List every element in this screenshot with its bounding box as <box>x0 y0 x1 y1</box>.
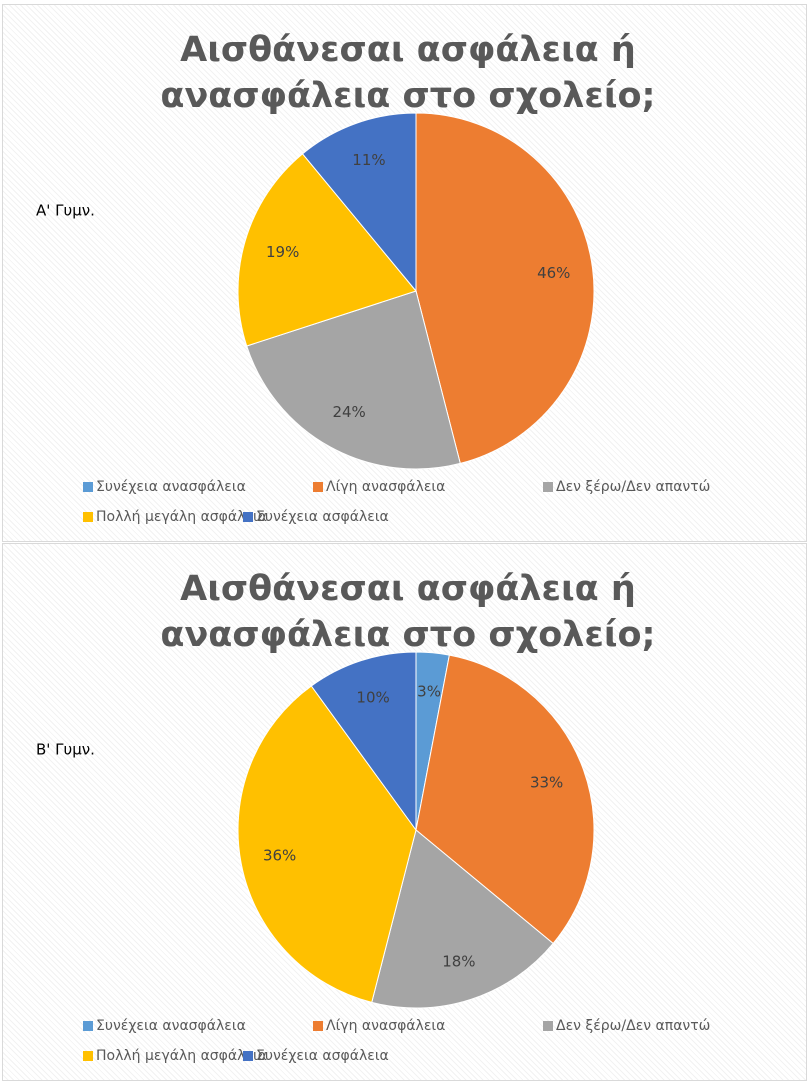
chart-area: Β' Γυμν. 3% 33% 18% 36% 10% Συνέχεια ανασφάλει… <box>36 651 710 1064</box>
legend-swatch <box>83 1051 93 1061</box>
pie-slice <box>237 685 417 1004</box>
legend-swatch <box>313 1021 323 1031</box>
legend-label: Δεν ξέρω/Δεν απαντώ <box>556 1018 710 1034</box>
chart: Αισθάνεσαι ασφάλεια ή ανασφάλεια στο σχο… <box>2 543 807 1081</box>
legend-label: Συνέχεια ασφάλεια <box>256 509 389 525</box>
legend-label: Πολλή μεγάλη ασφάλεια <box>96 509 267 525</box>
chart: Αισθάνεσαι ασφάλεια ή ανασφάλεια στο σχο… <box>2 4 807 542</box>
legend-label: Λίγη ανασφάλεια <box>326 479 445 495</box>
data-label: 18% <box>442 953 475 971</box>
pie-slice <box>415 112 595 465</box>
pie-slice <box>246 290 461 470</box>
legend-label: Συνέχεια ανασφάλεια <box>96 1018 246 1034</box>
legend-swatch <box>313 482 323 492</box>
data-label: 24% <box>332 403 365 421</box>
pie-slice <box>371 829 554 1009</box>
data-label: 46% <box>537 264 570 282</box>
legend-swatch <box>543 482 553 492</box>
legend-swatch <box>83 482 93 492</box>
annotation: Β' Γυμν. <box>36 741 95 759</box>
legend-swatch <box>243 512 253 522</box>
legend-label: Δεν ξέρω/Δεν απαντώ <box>556 479 710 495</box>
pie-slice <box>301 112 417 293</box>
legend-label: Συνέχεια ασφάλεια <box>256 1048 389 1064</box>
legend-swatch <box>83 1021 93 1031</box>
legend-swatch <box>83 512 93 522</box>
data-label: 36% <box>263 847 296 865</box>
legend-swatch <box>243 1051 253 1061</box>
legend-label: Λίγη ανασφάλεια <box>326 1018 445 1034</box>
pie-slice <box>237 153 417 347</box>
legend-label: Συνέχεια ανασφάλεια <box>96 479 246 495</box>
data-label: 11% <box>352 151 385 169</box>
pie-slice <box>310 651 417 832</box>
data-label: 33% <box>530 773 563 791</box>
data-label: 19% <box>266 243 299 261</box>
annotation: Α' Γυμν. <box>36 202 95 220</box>
legend-label: Πολλή μεγάλη ασφάλεια <box>96 1048 267 1064</box>
data-label: 10% <box>356 688 389 706</box>
chart-area: Α' Γυμν.0%46%24%19%11%Συνέχεια ανασφάλει… <box>36 112 710 525</box>
pie-slice <box>415 654 595 945</box>
legend-swatch <box>543 1021 553 1031</box>
data-label: 3% <box>417 682 441 700</box>
